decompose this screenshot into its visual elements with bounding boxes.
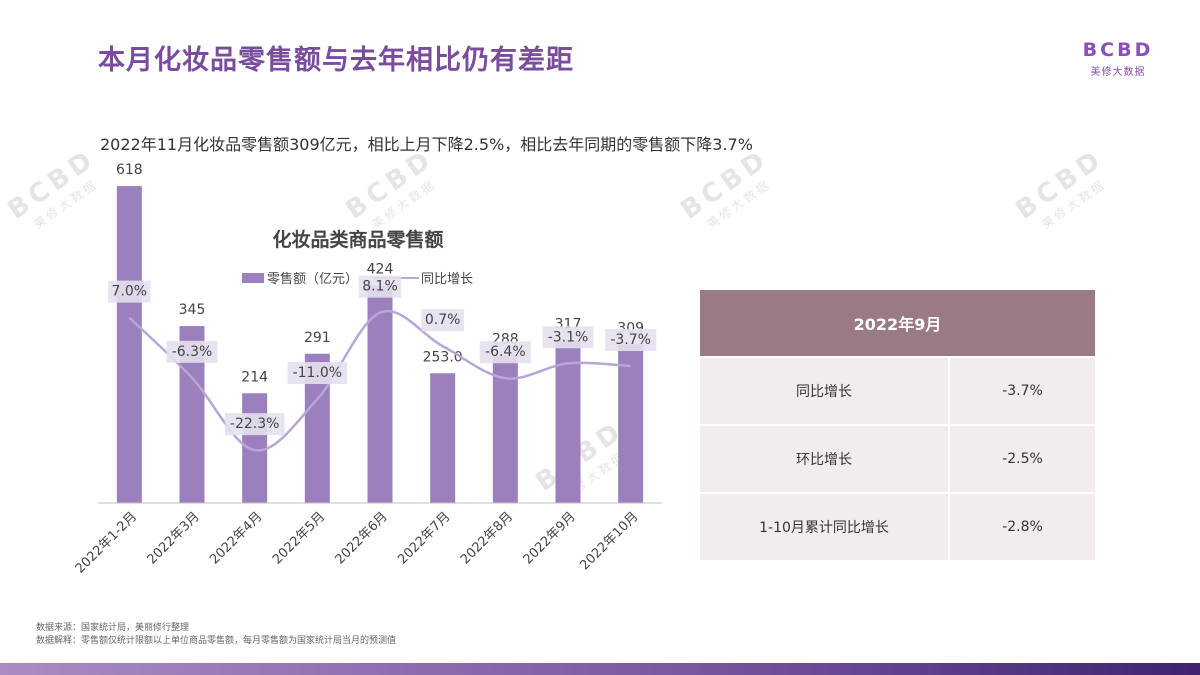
x-tick-label: 2022年5月 [270,509,328,567]
bar [116,186,142,504]
row-label: 同比增长 [698,356,950,426]
brand-logo: BCBD 美修大数据 [1082,40,1154,78]
table-row: 环比增长 -2.5% [698,424,1097,494]
bar-value-label: 345 [179,302,206,318]
legend-bar-swatch [242,273,264,283]
legend-label: 零售额（亿元） [267,271,358,287]
bar [430,373,456,503]
bar-value-label: 214 [241,369,268,385]
row-value: -2.5% [948,424,1097,494]
row-value: -2.8% [948,492,1097,562]
bar [367,285,393,503]
bar-value-label: 424 [367,262,394,278]
growth-label: -6.4% [485,344,526,360]
table-row: 1-10月累计同比增长 -2.8% [698,492,1097,562]
data-source-note: 数据来源：国家统计局，美丽修行整理 [36,623,190,633]
x-tick-label: 2022年6月 [333,509,391,567]
bar-value-label: 291 [304,330,331,346]
data-explain-note: 数据解释：零售额仅统计限额以上单位商品零售额，每月零售额为国家统计局当月的预测值 [36,636,397,646]
watermark: BCBD 美修大数据 [1010,143,1110,232]
growth-label-box [605,329,657,352]
x-tick-label: 2022年10月 [577,509,641,573]
growth-label-box [108,280,151,303]
bottom-gradient-bar [0,663,1200,675]
x-tick-label: 2022年1-2月 [73,509,140,576]
logo-mark: BCBD [1082,39,1154,61]
legend-label: 同比增长 [421,272,473,287]
x-tick-label: 2022年3月 [145,509,203,567]
bar [555,340,581,503]
summary-text: 2022年11月化妆品零售额309亿元，相比上月下降2.5%，相比去年同期的零售… [100,135,753,154]
growth-label-box [224,413,285,436]
bar-value-label: 253.0 [423,349,463,365]
growth-label-box [542,326,594,349]
growth-label-box [166,340,218,363]
chart-title: 化妆品类商品零售额 [272,228,443,251]
bar [618,344,644,503]
page-title: 本月化妆品零售额与去年相比仍有差距 [98,45,574,76]
growth-label-box [421,309,464,332]
summary-table: 2022年9月 同比增长 -3.7% 环比增长 -2.5% 1-10月累计同比增… [698,288,1097,562]
growth-label-box [479,341,531,364]
growth-label: 7.0% [112,284,148,300]
growth-label: 0.7% [425,312,461,328]
x-tick-label: 2022年9月 [521,509,579,567]
x-tick-label: 2022年4月 [207,509,265,567]
growth-label-box [287,362,348,385]
bar [242,393,268,503]
growth-label: -6.3% [172,344,213,360]
growth-label: 8.1% [362,279,398,295]
growth-label: -3.7% [610,332,651,348]
growth-label: -22.3% [230,416,280,432]
row-label: 环比增长 [698,424,950,494]
growth-label: -11.0% [293,365,343,381]
row-value: -3.7% [948,356,1097,426]
row-label: 1-10月累计同比增长 [698,492,950,562]
x-tick-label: 2022年7月 [395,509,453,567]
table-header: 2022年9月 [698,288,1097,358]
table-row: 同比增长 -3.7% [698,356,1097,426]
growth-label: -3.1% [548,329,589,345]
growth-line [128,309,631,452]
logo-subtitle: 美修大数据 [1090,67,1146,78]
bar-value-label: 618 [116,162,143,178]
bar [492,355,518,503]
x-tick-label: 2022年8月 [458,509,516,567]
growth-label-box [358,275,402,298]
